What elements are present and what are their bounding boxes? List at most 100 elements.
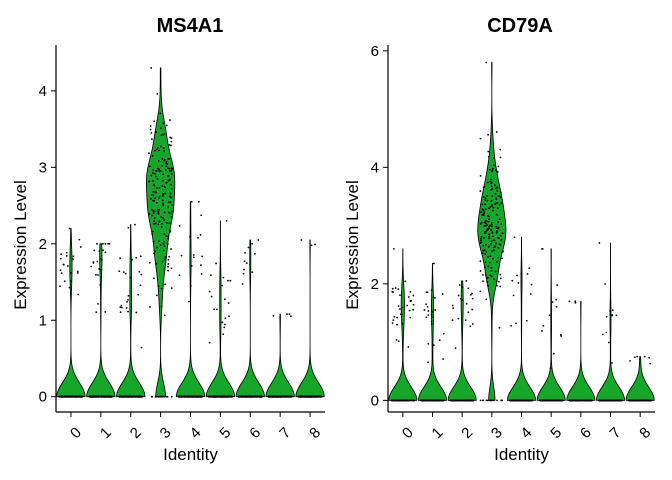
point — [104, 242, 107, 245]
point — [170, 267, 173, 270]
point — [162, 122, 165, 125]
point — [487, 256, 489, 258]
point — [122, 271, 125, 274]
point — [493, 164, 495, 167]
point — [608, 399, 611, 402]
point — [486, 195, 488, 197]
point — [59, 285, 61, 288]
point — [155, 294, 158, 297]
point — [409, 290, 412, 293]
point — [480, 241, 483, 244]
point — [127, 298, 129, 301]
point — [96, 242, 98, 245]
point — [496, 230, 498, 233]
point — [530, 399, 533, 402]
point — [497, 237, 500, 239]
x-tick-label: 1 — [97, 424, 115, 442]
y-tick-label: 4 — [371, 159, 379, 176]
point — [485, 222, 488, 225]
point — [153, 220, 156, 223]
point — [393, 315, 396, 318]
y-tick-label: 1 — [39, 312, 47, 329]
point — [494, 187, 497, 190]
violin-8 — [625, 356, 655, 401]
points-5 — [538, 247, 564, 402]
point — [480, 211, 482, 214]
point — [515, 322, 517, 325]
point — [485, 298, 488, 301]
point — [408, 309, 411, 312]
point — [548, 314, 551, 317]
point — [162, 202, 165, 205]
point — [490, 223, 493, 226]
point — [549, 367, 552, 370]
point — [480, 221, 483, 224]
point — [166, 163, 169, 165]
point — [463, 399, 466, 402]
point — [76, 395, 79, 398]
point — [430, 289, 433, 292]
point — [581, 399, 584, 402]
point — [134, 223, 136, 226]
point — [510, 324, 512, 327]
point — [469, 325, 472, 328]
point — [153, 120, 156, 123]
point — [246, 395, 249, 398]
point — [557, 399, 560, 402]
point — [490, 205, 493, 207]
point — [308, 395, 311, 398]
point — [156, 178, 159, 181]
x-tick-label: 4 — [518, 424, 536, 442]
point — [426, 399, 429, 402]
point — [129, 395, 132, 398]
point — [152, 169, 154, 172]
point — [400, 399, 403, 402]
point — [423, 399, 426, 402]
point — [150, 197, 152, 200]
point — [196, 395, 199, 398]
point — [606, 399, 609, 402]
point — [213, 395, 216, 398]
point — [525, 399, 527, 402]
point — [190, 395, 193, 398]
point — [491, 235, 494, 238]
point — [467, 311, 470, 314]
point — [200, 214, 203, 217]
point — [497, 226, 500, 229]
point — [67, 395, 70, 398]
point — [574, 300, 577, 303]
point — [412, 303, 415, 306]
point — [486, 199, 489, 202]
point — [208, 341, 211, 344]
point — [152, 190, 155, 193]
point — [163, 267, 166, 270]
point — [158, 220, 161, 223]
point — [511, 279, 514, 282]
point — [469, 293, 472, 296]
point — [479, 290, 482, 293]
point — [490, 178, 493, 181]
point — [160, 215, 163, 218]
point — [160, 134, 163, 137]
violin-6 — [235, 239, 265, 398]
point — [598, 242, 601, 244]
point — [494, 184, 496, 187]
point — [459, 297, 462, 300]
point — [589, 399, 591, 402]
point — [77, 293, 80, 296]
violin-3 — [477, 62, 507, 401]
point — [550, 399, 553, 402]
point — [495, 202, 498, 204]
point — [426, 306, 429, 308]
point — [154, 149, 156, 152]
point — [148, 261, 151, 264]
point — [491, 195, 494, 198]
point — [124, 272, 127, 275]
x-tick-label: 2 — [127, 424, 145, 442]
point — [500, 202, 503, 205]
point — [560, 335, 563, 337]
point — [283, 395, 286, 398]
point — [607, 341, 610, 344]
point — [498, 203, 501, 206]
point — [488, 227, 490, 230]
